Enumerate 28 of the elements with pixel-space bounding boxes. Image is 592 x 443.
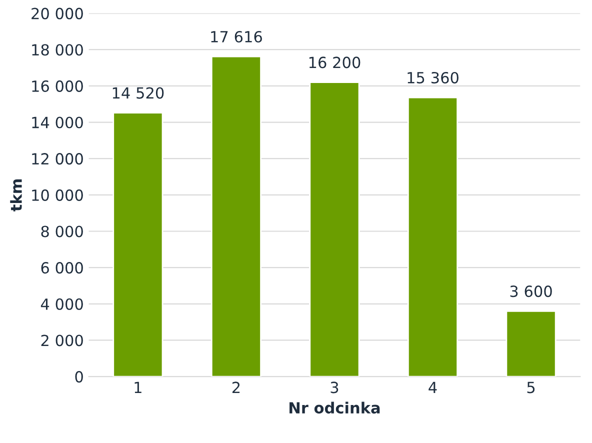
bar — [210, 56, 262, 377]
x-tick-label: 4 — [428, 382, 437, 394]
x-tick-label: 5 — [527, 382, 535, 394]
data-label: 14 520 — [112, 87, 164, 99]
y-tick-label: 16 000 — [32, 80, 83, 92]
x-tick-label: 2 — [232, 382, 240, 394]
y-tick-label: 18 000 — [32, 44, 83, 56]
y-axis-title: tkm — [10, 179, 22, 212]
x-tick-label: 3 — [330, 382, 338, 394]
bar — [309, 82, 360, 377]
bar — [506, 310, 556, 377]
data-label: 3 600 — [510, 286, 552, 298]
y-tick-label: 8 000 — [41, 226, 83, 238]
data-label: 17 616 — [211, 30, 262, 43]
y-tick-label: 0 — [75, 371, 83, 383]
y-tick-label: 2 000 — [41, 334, 83, 346]
y-tick-label: 6 000 — [41, 262, 83, 274]
y-tick-label: 14 000 — [32, 116, 83, 128]
bar — [112, 112, 164, 377]
y-tick-label: 4 000 — [40, 298, 83, 310]
data-label: 15 360 — [408, 72, 458, 84]
y-tick-label: 12 000 — [32, 153, 83, 165]
y-tick-label: 10 000 — [32, 189, 83, 201]
data-label: 16 200 — [309, 56, 360, 68]
x-tick-label: 1 — [134, 382, 142, 394]
bar — [407, 96, 458, 377]
x-axis-title: Nr odcinka — [290, 402, 380, 414]
y-tick-label: 20 000 — [32, 8, 83, 20]
